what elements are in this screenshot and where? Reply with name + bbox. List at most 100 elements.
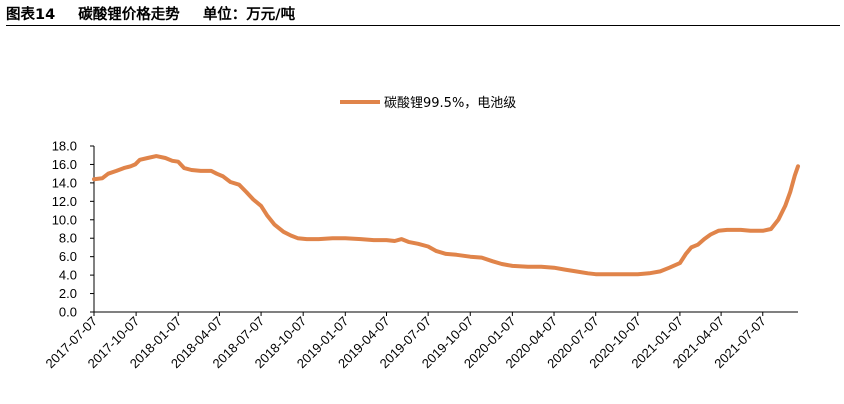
data-point [344, 237, 347, 240]
data-point [739, 228, 742, 231]
data-point [678, 262, 681, 265]
legend: 碳酸锂99.5%，电池级 [340, 96, 516, 111]
data-point [703, 238, 706, 241]
data-point [435, 250, 438, 253]
data-point [648, 272, 651, 275]
data-point [427, 245, 430, 248]
y-tick-label: 8.0 [59, 231, 77, 246]
data-point [793, 174, 796, 177]
figure-header: 图表14 碳酸锂价格走势 单位：万元/吨 [6, 3, 313, 24]
series-line-lithium-carbonate [92, 154, 800, 277]
data-point [177, 160, 180, 163]
data-point [282, 230, 285, 233]
data-point [372, 239, 375, 242]
data-point [407, 240, 410, 243]
data-point [564, 268, 567, 271]
data-point [101, 177, 104, 180]
data-point [107, 172, 110, 175]
data-point [273, 223, 276, 226]
data-point [122, 167, 125, 170]
data-point [252, 198, 255, 201]
data-point [726, 228, 729, 231]
data-point [260, 204, 263, 207]
y-tick-label: 4.0 [59, 268, 77, 283]
data-point [393, 240, 396, 243]
data-point [199, 169, 202, 172]
data-point [245, 191, 248, 194]
y-tick-labels: 0.0 2.0 4.0 6.0 8.0 10.0 12.0 14.0 16.0 18.0 [52, 139, 77, 320]
data-point [359, 238, 362, 241]
data-point [636, 273, 639, 276]
data-point [770, 228, 773, 231]
figure-number: 图表14 [6, 7, 56, 23]
data-point [183, 167, 186, 170]
data-point [553, 266, 556, 269]
series-points [93, 155, 800, 276]
data-point [146, 157, 149, 160]
data-point [684, 252, 687, 255]
y-tick-label: 10.0 [52, 212, 77, 227]
data-point [717, 229, 720, 232]
data-point [797, 165, 800, 168]
data-point [469, 255, 472, 258]
data-point [445, 252, 448, 255]
data-point [594, 273, 597, 276]
data-point [305, 238, 308, 241]
data-point [610, 273, 613, 276]
data-point [171, 159, 174, 162]
data-point [215, 172, 218, 175]
data-point [238, 183, 241, 186]
data-point [222, 175, 225, 178]
data-point [624, 273, 627, 276]
axes [90, 145, 798, 316]
data-point [417, 242, 420, 245]
data-point [761, 229, 764, 232]
figure-unit: 单位：万元/吨 [202, 7, 296, 23]
data-point [749, 229, 752, 232]
data-point [789, 191, 792, 194]
data-point [690, 246, 693, 249]
data-point [331, 237, 334, 240]
data-point [210, 169, 213, 172]
data-point [134, 163, 137, 166]
data-point [296, 237, 299, 240]
data-point [659, 270, 662, 273]
y-tick-label: 0.0 [59, 305, 77, 320]
data-point [138, 158, 141, 161]
x-tick-labels: 2017-07-072017-10-072018-01-072018-04-07… [42, 314, 768, 372]
data-point [190, 169, 193, 172]
data-point [455, 253, 458, 256]
header-rule [6, 25, 840, 26]
data-point [129, 165, 132, 168]
data-point [400, 238, 403, 241]
y-tick-label: 12.0 [52, 194, 77, 209]
data-point [491, 260, 494, 263]
y-tick-label: 14.0 [52, 175, 77, 190]
data-point [229, 181, 232, 184]
y-tick-label: 18.0 [52, 139, 77, 154]
data-point [317, 238, 320, 241]
data-point [784, 204, 787, 207]
data-point [164, 157, 167, 160]
data-point [115, 169, 118, 172]
data-point [777, 218, 780, 221]
data-point [696, 243, 699, 246]
data-point [575, 270, 578, 273]
legend-label: 碳酸锂99.5%，电池级 [384, 96, 516, 111]
data-point [540, 265, 543, 268]
data-point [709, 233, 712, 236]
figure-title: 碳酸锂价格走势 [78, 7, 180, 23]
y-tick-label: 6.0 [59, 249, 77, 264]
data-point [586, 272, 589, 275]
data-point [511, 264, 514, 267]
y-tick-label: 16.0 [52, 157, 77, 172]
data-point [266, 214, 269, 217]
data-point [93, 178, 96, 181]
data-point [500, 263, 503, 266]
data-point [289, 234, 292, 237]
data-point [526, 265, 529, 268]
data-point [385, 239, 388, 242]
data-point [668, 266, 671, 269]
y-tick-label: 2.0 [59, 286, 77, 301]
